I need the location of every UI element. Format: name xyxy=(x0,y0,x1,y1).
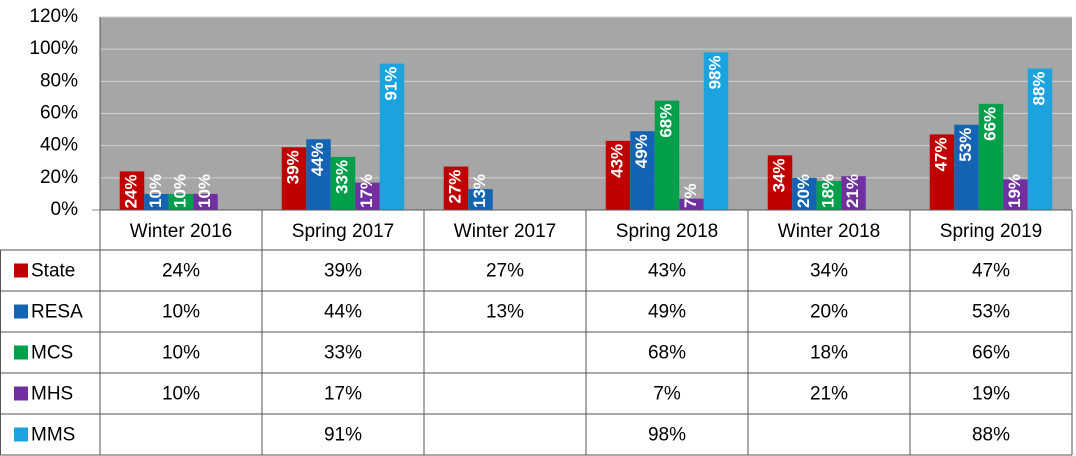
table-cell: 17% xyxy=(324,384,362,405)
table-cell: 47% xyxy=(972,261,1010,282)
y-tick-label: 80% xyxy=(40,70,78,91)
table-cell: 18% xyxy=(810,343,848,364)
x-tick-label: Winter 2018 xyxy=(778,221,880,242)
x-tick-label: Spring 2017 xyxy=(292,221,394,242)
y-tick-label: 20% xyxy=(40,167,78,188)
value-label: 33% xyxy=(332,160,351,194)
value-label: 10% xyxy=(170,174,189,208)
bar xyxy=(355,182,380,210)
table-cell: 91% xyxy=(324,425,362,446)
value-label: 21% xyxy=(843,174,862,208)
table-cell: 10% xyxy=(162,302,200,323)
table-cell: 49% xyxy=(648,302,686,323)
value-label: 10% xyxy=(146,174,165,208)
table-cell: 27% xyxy=(486,261,524,282)
bar xyxy=(792,177,817,210)
bar xyxy=(1003,179,1028,210)
table-cell: 44% xyxy=(324,302,362,323)
x-tick-label: Winter 2017 xyxy=(454,221,556,242)
value-label: 66% xyxy=(980,107,999,141)
bar xyxy=(767,155,793,210)
y-tick-label: 0% xyxy=(51,199,79,220)
legend-swatch xyxy=(14,386,28,401)
bar xyxy=(954,124,979,210)
table-cell: 10% xyxy=(162,343,200,364)
table-cell: 33% xyxy=(324,343,362,364)
table-cell: 39% xyxy=(324,261,362,282)
value-label: 91% xyxy=(381,67,400,101)
table-cell: 19% xyxy=(972,384,1010,405)
value-label: 10% xyxy=(195,174,214,208)
table-cell: 7% xyxy=(653,384,681,405)
value-label: 7% xyxy=(681,183,700,208)
legend-swatch xyxy=(14,427,28,442)
y-tick-label: 40% xyxy=(40,135,78,156)
bar xyxy=(703,52,729,211)
legend-label: MHS xyxy=(31,384,73,405)
bar xyxy=(144,193,169,210)
x-tick-label: Spring 2019 xyxy=(940,221,1042,242)
legend-label: State xyxy=(31,261,75,282)
legend-swatch xyxy=(14,304,28,319)
value-label: 53% xyxy=(956,128,975,162)
legend-swatch xyxy=(14,263,28,278)
table-cell: 10% xyxy=(162,384,200,405)
value-label: 17% xyxy=(357,174,376,208)
table-cell: 34% xyxy=(810,261,848,282)
bar xyxy=(168,193,194,210)
bar xyxy=(816,181,842,210)
value-label: 34% xyxy=(769,158,788,192)
bar xyxy=(330,156,356,210)
bar xyxy=(468,189,493,210)
bar xyxy=(119,171,145,210)
value-label: 44% xyxy=(308,142,327,176)
bar xyxy=(630,131,655,210)
value-label: 13% xyxy=(470,174,489,208)
table-cell: 24% xyxy=(162,261,200,282)
table-cell: 88% xyxy=(972,425,1010,446)
legend-label: RESA xyxy=(31,302,83,323)
table-cell: 98% xyxy=(648,425,686,446)
table-cell: 66% xyxy=(972,343,1010,364)
bar xyxy=(281,147,307,210)
value-label: 19% xyxy=(1005,174,1024,208)
bar xyxy=(654,100,680,210)
bar xyxy=(978,103,1004,210)
value-label: 49% xyxy=(632,134,651,168)
bar xyxy=(929,134,955,210)
bar xyxy=(306,139,331,210)
bar xyxy=(379,63,405,211)
bar xyxy=(841,176,866,210)
value-label: 98% xyxy=(705,55,724,89)
bar xyxy=(193,193,218,210)
table-cell: 21% xyxy=(810,384,848,405)
legend-label: MMS xyxy=(31,425,75,446)
y-tick-label: 60% xyxy=(40,103,78,124)
bar xyxy=(605,140,631,210)
bar xyxy=(443,166,469,210)
x-tick-label: Spring 2018 xyxy=(616,221,718,242)
legend-swatch xyxy=(14,345,28,360)
bar xyxy=(1027,68,1053,210)
bar xyxy=(679,198,704,210)
value-label: 88% xyxy=(1029,71,1048,105)
value-label: 68% xyxy=(656,104,675,138)
table-cell: 13% xyxy=(486,302,524,323)
table-cell: 68% xyxy=(648,343,686,364)
table-cell: 53% xyxy=(972,302,1010,323)
value-label: 27% xyxy=(445,170,464,204)
legend-label: MCS xyxy=(31,343,73,364)
value-label: 43% xyxy=(607,144,626,178)
y-tick-label: 100% xyxy=(29,38,78,59)
value-label: 18% xyxy=(818,174,837,208)
y-tick-label: 120% xyxy=(29,6,78,27)
table-cell: 20% xyxy=(810,302,848,323)
x-tick-label: Winter 2016 xyxy=(130,221,232,242)
value-label: 39% xyxy=(283,150,302,184)
table-cell: 43% xyxy=(648,261,686,282)
value-label: 47% xyxy=(931,137,950,171)
value-label: 24% xyxy=(121,174,140,208)
value-label: 20% xyxy=(794,174,813,208)
